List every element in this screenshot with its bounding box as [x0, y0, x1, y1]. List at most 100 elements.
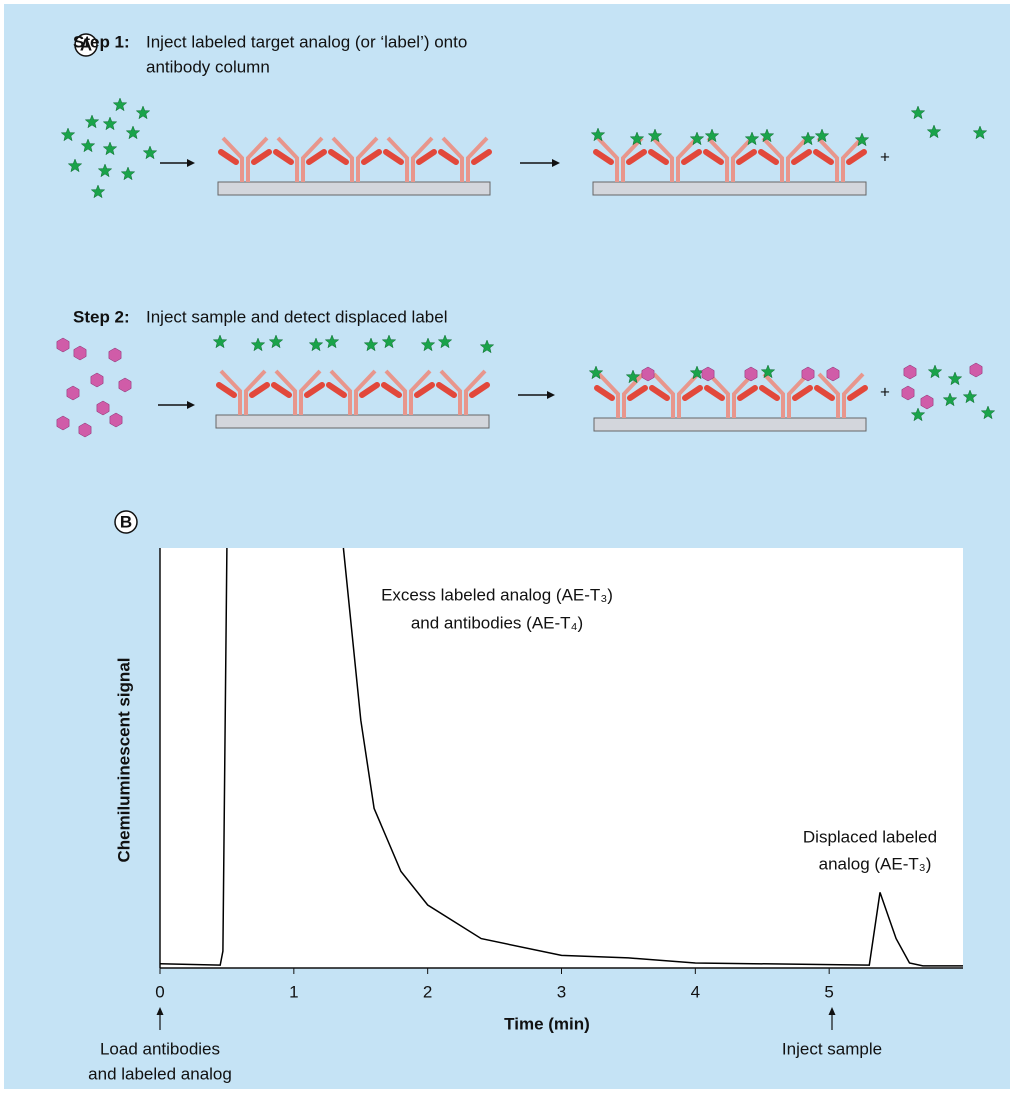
label-star	[704, 128, 720, 143]
label-star	[324, 334, 340, 349]
antibody	[219, 369, 267, 415]
sample-hexagon	[701, 366, 715, 382]
label-star	[942, 392, 958, 407]
light-chain	[593, 149, 614, 165]
antibody	[386, 136, 434, 182]
annotation: Excess labeled analog (AE-T₃)	[381, 585, 613, 604]
sample-hexagon	[969, 362, 983, 378]
sample-hexagon	[56, 337, 70, 353]
light-chain	[383, 149, 404, 165]
antibody	[221, 136, 269, 182]
light-chain	[846, 149, 867, 165]
label-star	[97, 163, 113, 178]
light-chain	[737, 385, 758, 401]
label-star	[268, 334, 284, 349]
sample-hexagon	[920, 394, 934, 410]
label-star	[250, 337, 266, 352]
label-star	[90, 184, 106, 199]
light-chain	[627, 385, 648, 401]
light-chain	[326, 382, 347, 398]
light-chain	[328, 149, 349, 165]
light-chain	[359, 382, 380, 398]
arrow-head	[547, 391, 555, 399]
antibody	[817, 372, 865, 418]
label-star	[125, 125, 141, 140]
light-chain	[249, 382, 270, 398]
x-tick-label: 1	[289, 982, 298, 1001]
column	[592, 181, 867, 196]
light-chain	[469, 382, 490, 398]
x-axis-label: Time (min)	[504, 1014, 590, 1033]
label-star	[625, 369, 641, 384]
arrow-head	[187, 401, 195, 409]
light-chain	[649, 385, 670, 401]
light-chain	[471, 149, 492, 165]
label-star	[972, 125, 988, 140]
column	[217, 181, 491, 196]
label-star	[135, 105, 151, 120]
label-star	[647, 128, 663, 143]
antibody	[707, 372, 755, 418]
label-star	[102, 116, 118, 131]
light-chain	[758, 149, 779, 165]
sample-hexagon	[901, 385, 915, 401]
light-chain	[594, 385, 615, 401]
label-star	[308, 337, 324, 352]
light-chain	[273, 149, 294, 165]
label-star	[926, 124, 942, 139]
label-star	[910, 105, 926, 120]
label-star	[760, 364, 776, 379]
step-text: Inject sample and detect displaced label	[146, 307, 447, 326]
plus: +	[880, 382, 890, 401]
label-star	[437, 334, 453, 349]
light-chain	[813, 149, 834, 165]
label-star	[759, 128, 775, 143]
label-star	[980, 405, 996, 420]
annotation: Inject sample	[782, 1039, 882, 1058]
light-chain	[704, 385, 725, 401]
x-tick-label: 3	[557, 982, 566, 1001]
light-chain	[271, 382, 292, 398]
antibody	[706, 136, 754, 182]
step-prefix: Step 1:	[73, 32, 130, 51]
light-chain	[251, 149, 272, 165]
sample-hexagon	[903, 364, 917, 380]
label-star	[947, 371, 963, 386]
light-chain	[436, 382, 457, 398]
antibody	[762, 372, 810, 418]
panel-label: A	[80, 35, 92, 54]
label-star	[67, 158, 83, 173]
light-chain	[416, 149, 437, 165]
label-star	[120, 166, 136, 181]
label-star	[420, 337, 436, 352]
light-chain	[736, 149, 757, 165]
signal-line	[159, 547, 963, 967]
label-star	[854, 132, 870, 147]
label-star	[102, 141, 118, 156]
annotation: Load antibodies	[100, 1039, 220, 1058]
label-star	[927, 364, 943, 379]
step-prefix: Step 2:	[73, 307, 130, 326]
light-chain	[306, 149, 327, 165]
antibody	[651, 136, 699, 182]
step-text: Inject labeled target analog (or ‘label’…	[146, 32, 467, 51]
antibody	[384, 369, 432, 415]
sample-hexagon	[826, 366, 840, 382]
antibody	[276, 136, 324, 182]
label-star	[629, 131, 645, 146]
sample-hexagon	[641, 366, 655, 382]
light-chain	[361, 149, 382, 165]
label-star	[800, 131, 816, 146]
label-star	[962, 389, 978, 404]
plus: +	[880, 147, 890, 166]
label-star	[142, 145, 158, 160]
antibody	[439, 369, 487, 415]
light-chain	[791, 149, 812, 165]
annotation: Displaced labeled	[803, 827, 937, 846]
antibody	[441, 136, 489, 182]
light-chain	[626, 149, 647, 165]
sample-hexagon	[90, 372, 104, 388]
panel-circle	[74, 33, 98, 57]
sample-hexagon	[66, 385, 80, 401]
